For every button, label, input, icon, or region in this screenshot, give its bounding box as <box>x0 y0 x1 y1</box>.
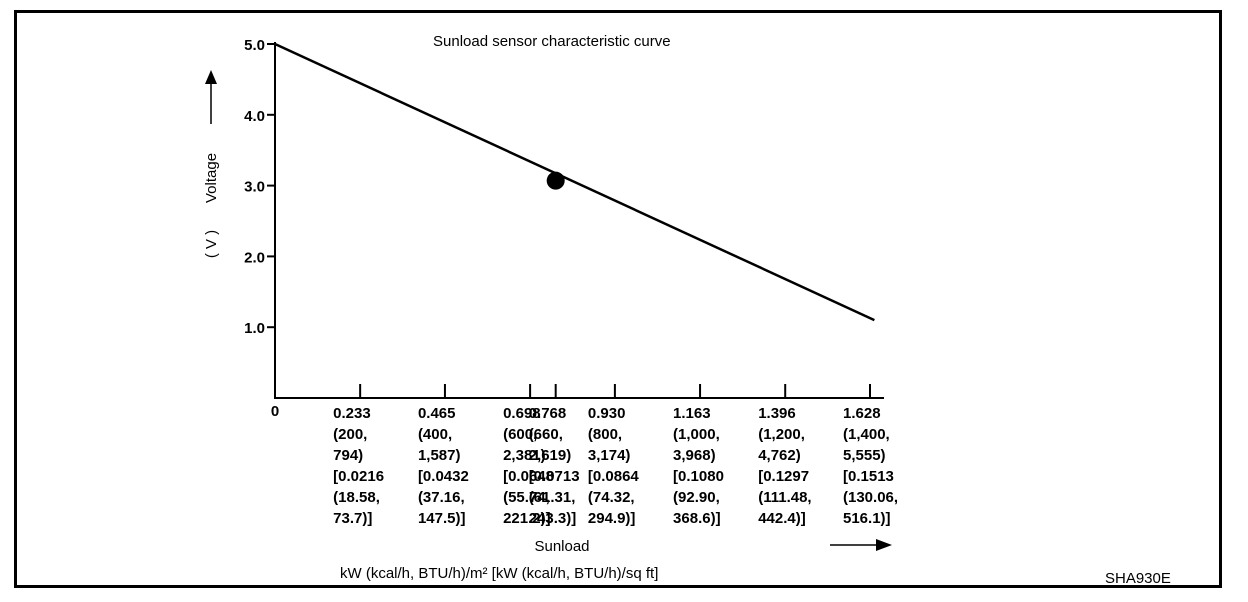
x-tick-label: [0.1080 <box>673 468 724 485</box>
x-axis-units: kW (kcal/h, BTU/h)/m² [kW (kcal/h, BTU/h… <box>340 565 658 582</box>
y-ticks: 1.0 2.0 3.0 4.0 5.0 <box>244 37 275 337</box>
x-tick-label: (130.06, <box>843 489 898 506</box>
x-tick-label: 368.6)] <box>673 510 721 527</box>
x-tick-label-group: 0.698 (600, 2,381) [0.0648 (55.74, 221.2)] <box>503 405 554 527</box>
x-tick-label-group: 0.930 (800, 3,174) [0.0864 (74.32, 294.9)] <box>588 405 640 527</box>
x-tick-label-group: 0.465 (400, 1,587) [0.0432 (37.16, 147.5)] <box>418 405 469 527</box>
y-tick-label: 3.0 <box>244 179 265 196</box>
x-tick-label: 3,174) <box>588 447 631 464</box>
figure-code: SHA930E <box>1105 570 1171 587</box>
x-tick-label: 73.7)] <box>333 510 372 527</box>
y-tick-label: 1.0 <box>244 320 265 337</box>
data-point-marker <box>546 171 565 190</box>
x-tick-label: 0 <box>271 403 279 420</box>
x-tick-label: (800, <box>588 426 622 443</box>
y-axis-label: Voltage <box>203 153 220 203</box>
x-tick-label: (400, <box>418 426 452 443</box>
x-tick-label: 0.698 <box>503 405 541 422</box>
x-tick-label: (660, <box>529 426 563 443</box>
x-tick-label: 294.9)] <box>588 510 636 527</box>
x-tick-label: (18.58, <box>333 489 380 506</box>
x-tick-label: 0.930 <box>588 405 626 422</box>
chart-title: Sunload sensor characteristic curve <box>433 33 671 50</box>
x-tick-label: (55.74, <box>503 489 550 506</box>
x-tick-label: (37.16, <box>418 489 465 506</box>
y-tick-label: 4.0 <box>244 108 265 125</box>
y-axis-label-group: Voltage ( V ) <box>203 70 220 258</box>
axes <box>274 42 884 399</box>
x-tick-label: 4,762) <box>758 447 801 464</box>
x-tick-label-group: 0.233 (200, 794) [0.0216 (18.58, 73.7)] <box>333 405 384 527</box>
x-tick-label: [0.0864 <box>588 468 640 485</box>
x-tick-label: 2,619) <box>529 447 572 464</box>
x-tick-label: 1.163 <box>673 405 711 422</box>
x-tick-label: 516.1)] <box>843 510 891 527</box>
x-tick-label-group: 1.163 (1,000, 3,968) [0.1080 (92.90, 368.6)] <box>673 405 724 527</box>
x-tick-label: 1.396 <box>758 405 796 422</box>
x-tick-label: [0.0648 <box>503 468 554 485</box>
y-tick-label: 2.0 <box>244 249 265 266</box>
x-tick-label: 0.768 <box>529 405 567 422</box>
y-axis-arrowhead <box>205 70 217 84</box>
x-tick-label: (92.90, <box>673 489 720 506</box>
x-tick-label-group: 0 <box>271 403 279 420</box>
figure-frame <box>14 10 1222 588</box>
x-tick-label: 0.465 <box>418 405 456 422</box>
x-tick-label: 147.5)] <box>418 510 466 527</box>
x-tick-label: [0.1513 <box>843 468 894 485</box>
x-tick-label: (600, <box>503 426 537 443</box>
x-axis-label: Sunload <box>534 538 589 555</box>
x-ticks: 0 0.233 (200, 794) [0.0216 (18.58, 73.7)] 0.465… <box>271 384 898 527</box>
x-tick-label: 794) <box>333 447 363 464</box>
x-tick-label: 3,968) <box>673 447 716 464</box>
x-tick-label: (111.48, <box>758 489 811 506</box>
x-axis-arrowhead <box>876 539 892 551</box>
x-tick-label: (200, <box>333 426 367 443</box>
x-tick-label: 442.4)] <box>758 510 806 527</box>
x-tick-label: (1,000, <box>673 426 720 443</box>
x-tick-label: 1.628 <box>843 405 881 422</box>
series-line <box>274 42 875 322</box>
x-tick-label: [0.0216 <box>333 468 384 485</box>
x-tick-label: 5,555) <box>843 447 886 464</box>
x-tick-label: 243.3)] <box>529 510 577 527</box>
x-tick-label: 1,587) <box>418 447 461 464</box>
x-tick-label: (61.31, <box>529 489 576 506</box>
x-tick-label: [0.0432 <box>418 468 469 485</box>
x-tick-label: [0.0713 <box>529 468 580 485</box>
x-tick-label-group: 1.396 (1,200, 4,762) [0.1297 (111.48, 442.4)] <box>758 405 811 527</box>
x-tick-label: (74.32, <box>588 489 635 506</box>
x-tick-label-group: 0.768 (660, 2,619) [0.0713 (61.31, 243.3)] <box>529 405 580 527</box>
x-tick-label: 221.2)] <box>503 510 551 527</box>
series <box>274 42 875 322</box>
x-tick-label: 2,381) <box>503 447 546 464</box>
y-axis-unit: ( V ) <box>203 230 220 258</box>
y-tick-label: 5.0 <box>244 37 265 54</box>
x-tick-label: [0.1297 <box>758 468 809 485</box>
x-tick-label: 0.233 <box>333 405 371 422</box>
x-tick-label-group: 1.628 (1,400, 5,555) [0.1513 (130.06, 516.1)] <box>843 405 898 527</box>
x-tick-label: (1,200, <box>758 426 805 443</box>
x-tick-label: (1,400, <box>843 426 890 443</box>
